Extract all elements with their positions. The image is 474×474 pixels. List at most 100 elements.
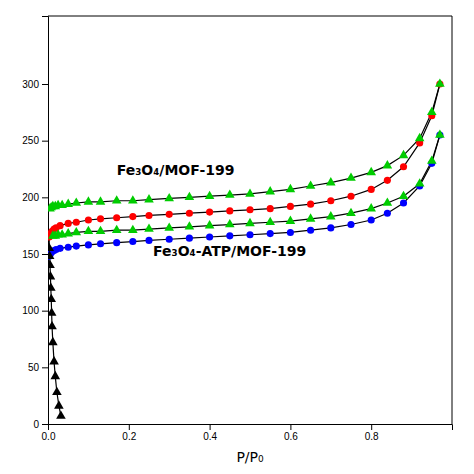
tick-mark: [42, 367, 48, 368]
point: [186, 235, 193, 242]
point: [84, 226, 94, 234]
point: [84, 196, 94, 204]
series-markers: [48, 78, 445, 211]
series-markers: [48, 80, 443, 240]
x-label: P/P₀: [236, 449, 264, 465]
chart: 0.0 0.2 0.4 0.6 0.8 0 50 100 150 200 250 300 Fe₃O₄/M…: [0, 0, 474, 474]
tick: 150: [22, 249, 48, 260]
tick-label: 0.2: [122, 431, 136, 442]
tick: 0.8: [365, 424, 379, 442]
point: [225, 219, 235, 227]
point: [267, 230, 274, 237]
point: [166, 211, 173, 218]
tick-label: 50: [28, 362, 40, 373]
point: [347, 221, 354, 228]
point: [48, 271, 55, 279]
point: [287, 229, 294, 236]
point: [306, 180, 316, 188]
point: [400, 163, 407, 170]
point: [49, 356, 59, 364]
point: [129, 238, 136, 245]
tick-label: 0.6: [284, 431, 298, 442]
point: [73, 219, 80, 226]
series-markers: [48, 129, 445, 238]
point: [427, 156, 437, 164]
point: [85, 241, 92, 248]
point: [48, 337, 58, 345]
point: [97, 240, 104, 247]
frame: [48, 16, 452, 17]
axis-line: [49, 425, 453, 431]
point: [185, 192, 195, 200]
y-axis: 0 50 100 150 200 250 300: [22, 17, 48, 430]
point: [267, 205, 274, 212]
point: [427, 107, 437, 115]
point: [56, 411, 66, 419]
point: [112, 225, 122, 233]
annotation: Fe₃O₄-ATP/MOF-199: [153, 243, 306, 259]
point: [245, 188, 255, 196]
point: [54, 400, 64, 408]
point: [205, 191, 215, 199]
point: [347, 193, 354, 200]
tick-label: 0.8: [365, 431, 379, 442]
tick-mark: [129, 424, 130, 430]
point: [246, 206, 253, 213]
point: [368, 186, 375, 193]
point: [113, 239, 120, 246]
point: [206, 233, 213, 240]
point: [384, 177, 391, 184]
plot: 0.0 0.2 0.4 0.6 0.8 0 50 100 150 200 250 300 Fe₃O₄/M…: [22, 16, 452, 442]
point: [129, 213, 136, 220]
tick: 300: [22, 79, 48, 90]
tick: 0.6: [284, 424, 298, 442]
point: [225, 190, 235, 198]
point: [50, 371, 60, 379]
point: [57, 245, 64, 252]
point: [166, 236, 173, 243]
point: [286, 184, 296, 192]
point: [128, 195, 138, 203]
point: [206, 208, 213, 215]
point: [57, 222, 64, 229]
tick-mark: [210, 424, 211, 430]
point: [245, 218, 255, 226]
point: [85, 216, 92, 223]
point: [73, 242, 80, 249]
marks: [48, 78, 445, 418]
tick: 250: [22, 135, 48, 146]
tick-mark: [42, 254, 48, 255]
tick-label: 0: [33, 419, 39, 430]
tick: 0.2: [122, 424, 136, 442]
point: [52, 387, 62, 395]
tick-label: 200: [22, 192, 39, 203]
annotations: Fe₃O₄/MOF-199 Fe₃O₄-ATP/MOF-199: [117, 162, 307, 260]
point: [384, 210, 391, 217]
point: [226, 207, 233, 214]
tick-label: 0.0: [42, 431, 56, 442]
point: [306, 213, 316, 221]
tick-mark: [42, 311, 48, 312]
tick-mark: [42, 84, 48, 85]
point: [346, 173, 356, 181]
point: [48, 321, 57, 329]
tick: 50: [28, 362, 48, 373]
point: [113, 214, 120, 221]
tick: 0.4: [203, 424, 217, 442]
series-line: [50, 84, 440, 209]
point: [48, 260, 55, 268]
point: [48, 251, 54, 259]
tick-mark: [42, 141, 48, 142]
point: [48, 230, 58, 238]
tick-label: 100: [22, 305, 39, 316]
point: [48, 282, 56, 290]
point: [164, 222, 174, 230]
point: [185, 221, 195, 229]
series-markers: [48, 243, 66, 419]
tick-label: 300: [22, 79, 39, 90]
point: [383, 160, 393, 168]
point: [415, 178, 425, 186]
point: [71, 197, 81, 205]
point: [144, 194, 154, 202]
annotation: Fe₃O₄/MOF-199: [117, 162, 235, 178]
